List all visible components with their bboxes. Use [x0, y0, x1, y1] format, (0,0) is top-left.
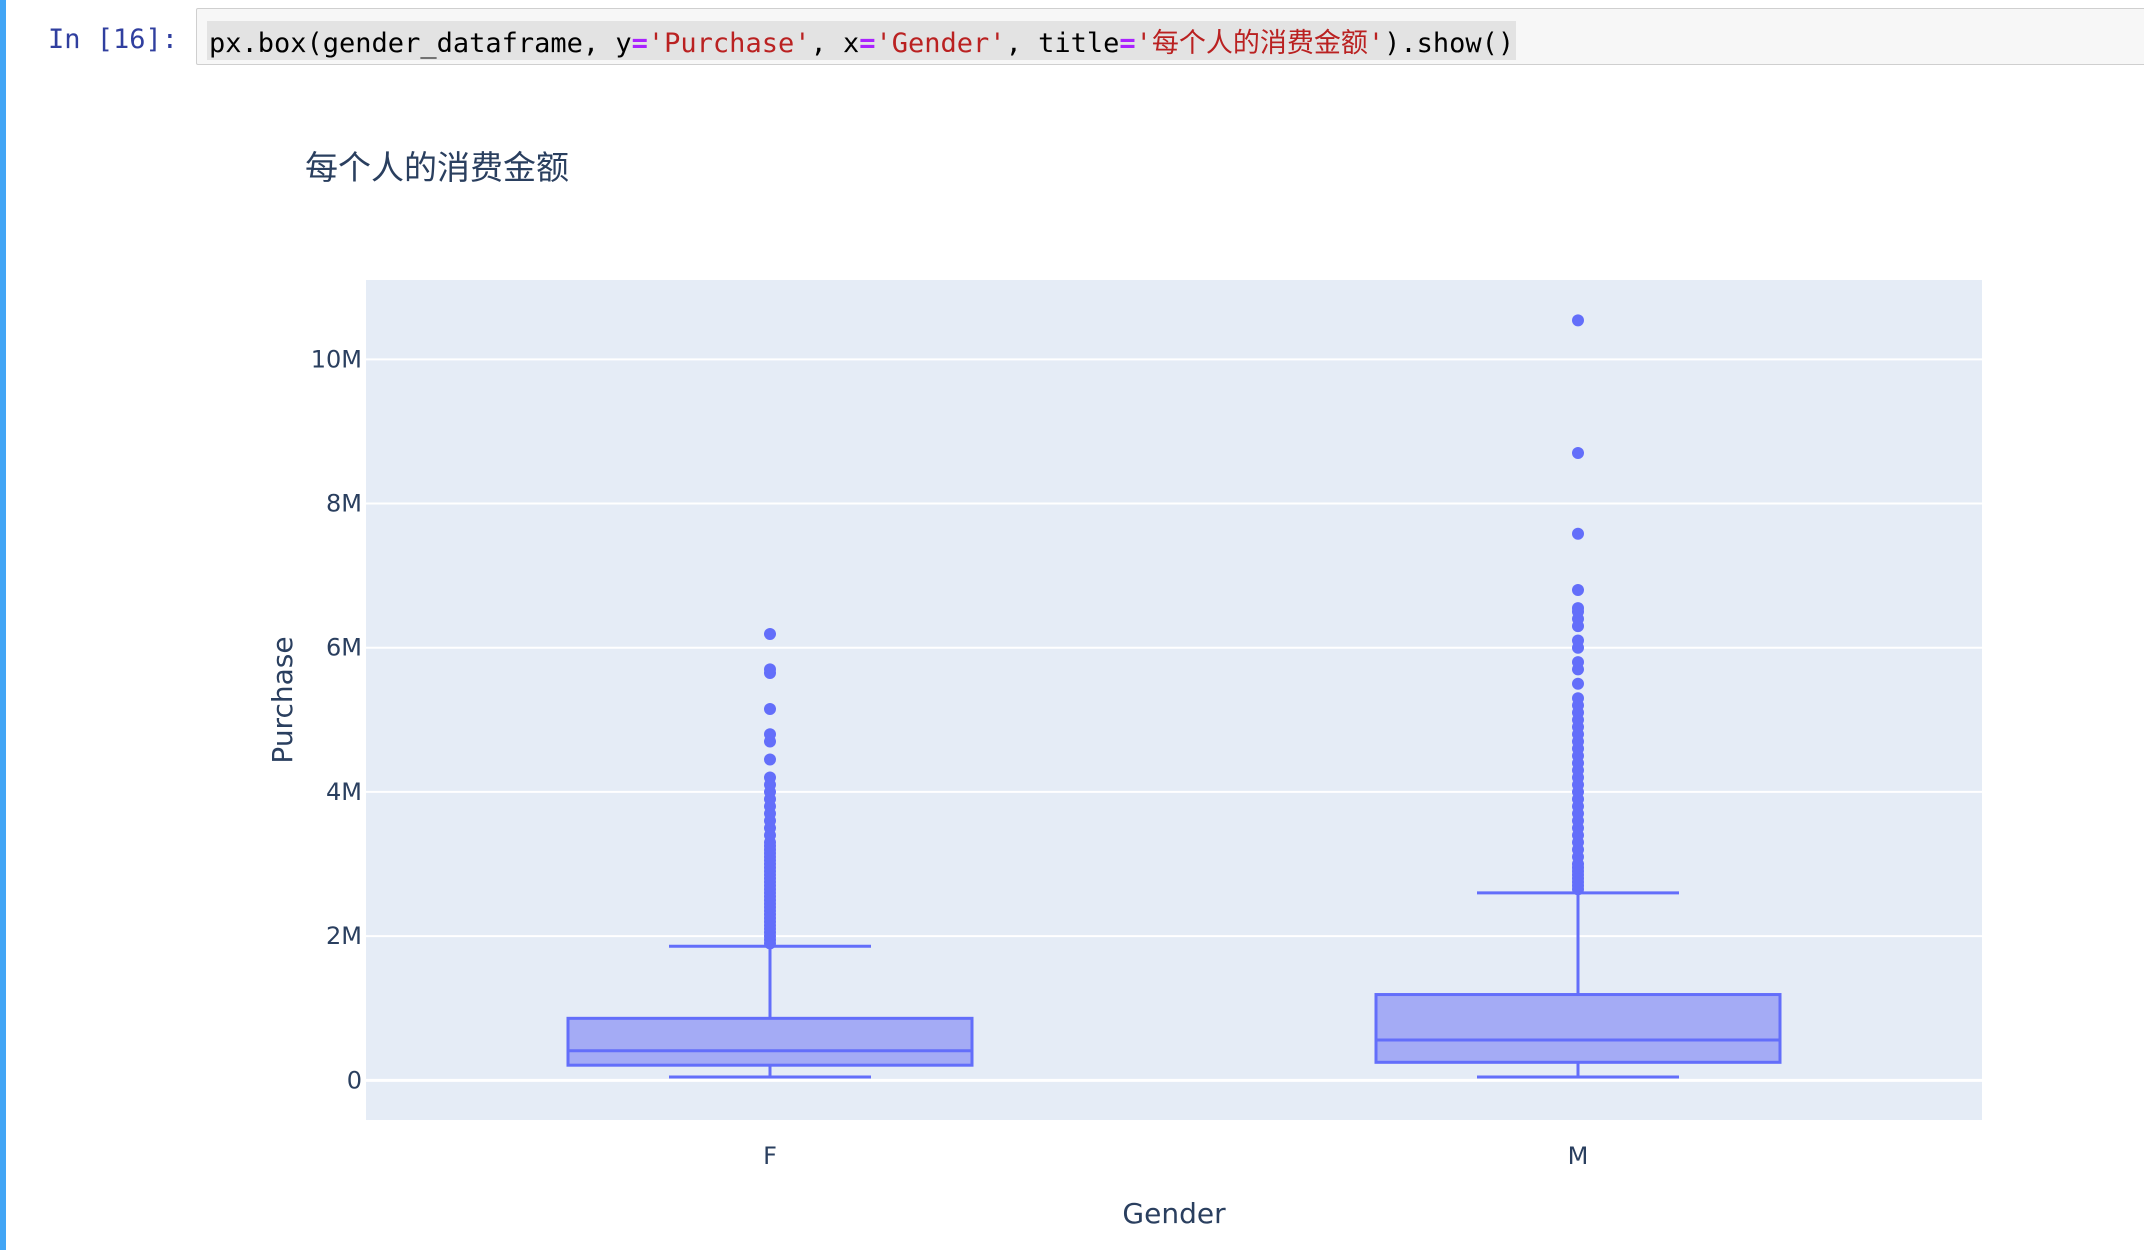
y-tick-label: 8M [326, 490, 362, 518]
code-string: 'Purchase' [647, 28, 811, 59]
y-axis-ticks: 0 2M 4M 6M 8M 10M [311, 345, 362, 1094]
outlier-point [764, 728, 776, 741]
code-operator: = [1119, 28, 1136, 59]
y-tick-label: 10M [311, 345, 362, 373]
plot-area [366, 280, 1982, 1120]
outlier-point [764, 628, 776, 641]
boxes [566, 314, 1782, 1079]
code-part: , x [810, 28, 860, 59]
box-F [566, 628, 974, 1079]
code-part: px.box(gender_dataframe, y [209, 28, 632, 59]
x-tick-label: F [763, 1142, 777, 1170]
outlier-point [764, 753, 776, 766]
cell-prompt: In [16]: [48, 24, 179, 55]
grid-lines [366, 358, 1982, 1082]
x-tick-label: M [1568, 1142, 1589, 1170]
box-M [1374, 314, 1782, 1079]
iqr-box [1374, 993, 1782, 1064]
outlier-point [1572, 656, 1584, 669]
iqr-box [566, 1016, 974, 1067]
outlier-point [764, 663, 776, 676]
cell-selection-bar [0, 0, 6, 1250]
outlier-point [764, 771, 776, 784]
outlier-point [1572, 584, 1584, 597]
outlier-point [1572, 634, 1584, 647]
outlier-point [1572, 692, 1584, 705]
outlier-point [1572, 677, 1584, 690]
outlier-point [764, 703, 776, 716]
code-operator: = [859, 28, 876, 59]
outlier-point [1572, 602, 1584, 615]
y-tick-label: 2M [326, 922, 362, 950]
code-part: , title [1005, 28, 1120, 59]
code-operator: = [631, 28, 648, 59]
y-axis-label: Purchase [266, 636, 299, 763]
code-cell-input[interactable]: px.box(gender_dataframe, y='Purchase', x… [196, 8, 2144, 65]
outlier-point [1572, 527, 1584, 540]
y-tick-label: 6M [326, 634, 362, 662]
outlier-point [1572, 447, 1584, 460]
x-axis-label: Gender [1122, 1197, 1226, 1230]
y-tick-label: 4M [326, 778, 362, 806]
y-tick-label: 0 [347, 1066, 362, 1094]
code-text[interactable]: px.box(gender_dataframe, y='Purchase', x… [207, 21, 1517, 60]
outlier-point [1572, 314, 1584, 327]
chart-title: 每个人的消费金额 [305, 148, 569, 187]
code-part: ).show() [1384, 28, 1515, 59]
code-string: 'Gender' [875, 28, 1006, 59]
code-string: '每个人的消费金额' [1135, 28, 1385, 59]
